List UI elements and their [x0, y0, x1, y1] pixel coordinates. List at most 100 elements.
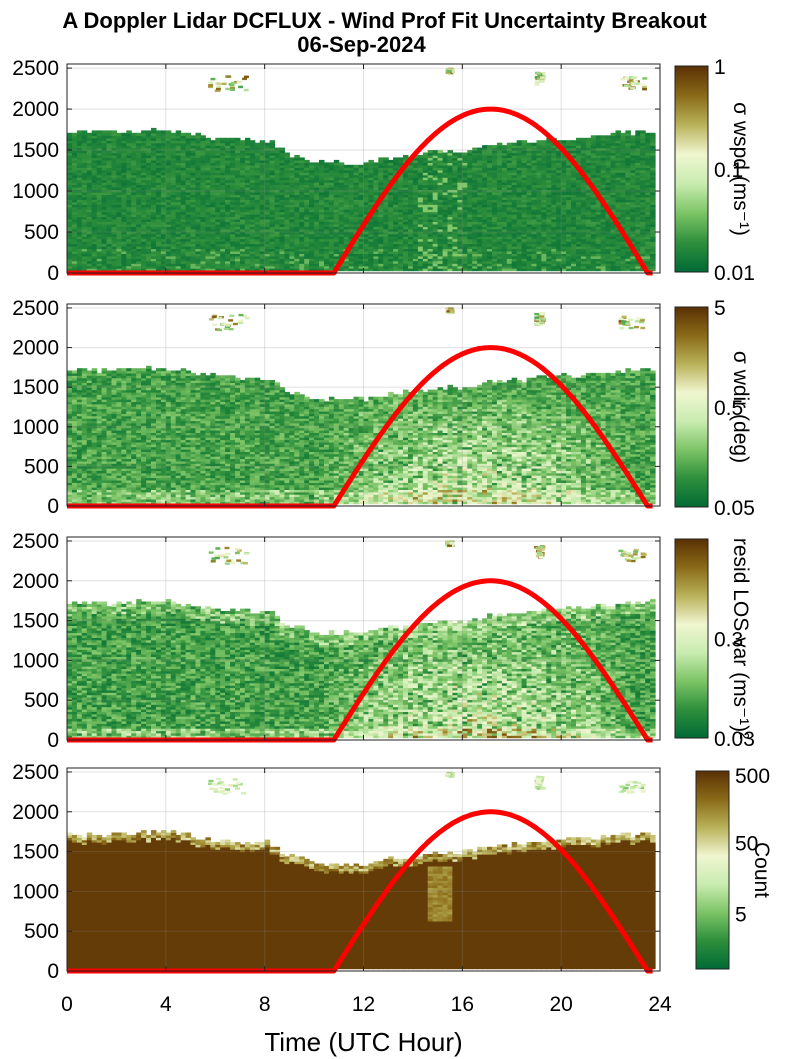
heatmap-cell: [86, 164, 93, 168]
heatmap-cell: [86, 236, 93, 240]
heatmap-cell: [86, 177, 93, 181]
heatmap-cell: [170, 157, 177, 161]
heatmap-cell: [81, 223, 88, 227]
heatmap-cell: [91, 218, 98, 222]
heatmap-cell: [160, 241, 167, 245]
heatmap-cell: [76, 221, 83, 225]
heatmap-cell: [111, 226, 117, 230]
heatmap-cell: [160, 172, 167, 176]
heatmap-cell: [141, 206, 147, 210]
heatmap-cell: [170, 223, 177, 227]
heatmap-cell: [111, 137, 117, 141]
heatmap-cell: [131, 204, 137, 208]
heatmap-cell: [156, 147, 162, 151]
heatmap-cell: [151, 258, 157, 262]
heatmap-cell: [81, 147, 88, 151]
heatmap-cell: [146, 258, 152, 262]
heatmap-cell: [67, 155, 73, 159]
heatmap-cell: [136, 167, 142, 171]
heatmap-cell: [146, 223, 152, 227]
heatmap-cell: [131, 191, 137, 195]
heatmap-cell: [106, 204, 112, 208]
heatmap-cell: [76, 150, 83, 154]
heatmap-cell: [86, 150, 93, 154]
heatmap-cell: [121, 132, 127, 136]
heatmap-cell: [170, 194, 177, 198]
heatmap-cell: [304, 159, 310, 163]
heatmap-cell: [175, 189, 182, 193]
heatmap-cell: [151, 164, 157, 168]
heatmap-cell: [146, 233, 152, 237]
heatmap-cell: [388, 159, 394, 163]
heatmap-cell: [116, 132, 122, 136]
heatmap-cell: [151, 155, 157, 159]
heatmap-cell: [126, 253, 132, 257]
heatmap-cell: [121, 250, 127, 254]
heatmap-cell: [452, 152, 458, 156]
heatmap-cell: [156, 201, 162, 205]
heatmap-cell: [111, 206, 117, 210]
heatmap-cell: [165, 172, 172, 176]
heatmap-cell: [160, 167, 167, 171]
heatmap-cell: [151, 209, 157, 213]
heatmap-cell: [81, 157, 88, 161]
heatmap-cell: [106, 186, 112, 190]
heatmap-cell: [71, 179, 78, 183]
heatmap-cell: [76, 152, 83, 156]
heatmap-cell: [141, 263, 147, 267]
heatmap-cell: [71, 201, 78, 205]
heatmap-cell: [126, 223, 132, 227]
heatmap-cell: [86, 253, 93, 257]
heatmap-cell: [165, 145, 172, 149]
heatmap-cell: [91, 179, 98, 183]
heatmap-cell: [101, 155, 108, 159]
heatmap-cell: [141, 189, 147, 193]
heatmap-cell: [170, 152, 177, 156]
heatmap-cell: [146, 228, 152, 232]
heatmap-cell: [160, 236, 167, 240]
heatmap-cell: [96, 248, 103, 252]
heatmap-cell: [244, 137, 251, 141]
heatmap-cell: [81, 206, 88, 210]
heatmap-cell: [96, 179, 103, 183]
heatmap-cell: [175, 231, 182, 235]
heatmap-cell: [170, 199, 177, 203]
heatmap-cell: [76, 201, 83, 205]
heatmap-cell: [146, 255, 152, 259]
heatmap-cell: [151, 186, 157, 190]
heatmap-cell: [156, 189, 162, 193]
heatmap-cell: [71, 167, 78, 171]
heatmap-cell: [106, 135, 112, 139]
heatmap-cell: [67, 246, 73, 250]
heatmap-cell: [516, 140, 523, 144]
heatmap-cell: [151, 194, 157, 198]
heatmap-cell: [160, 191, 167, 195]
heatmap-cell: [106, 157, 112, 161]
heatmap-cell: [141, 221, 147, 225]
heatmap-cell: [71, 226, 78, 230]
heatmap-cell: [141, 174, 147, 178]
heatmap-cell: [71, 233, 78, 237]
heatmap-cell: [151, 204, 157, 208]
heatmap-cell: [136, 177, 142, 181]
heatmap-cell: [96, 258, 103, 262]
heatmap-cell: [67, 152, 73, 156]
heatmap-cell: [111, 243, 117, 247]
heatmap-cell: [101, 164, 108, 168]
heatmap-cell: [146, 250, 152, 254]
heatmap-cell: [160, 263, 167, 267]
heatmap-cell: [76, 177, 83, 181]
heatmap-cell: [111, 236, 117, 240]
heatmap-cell: [170, 241, 177, 245]
heatmap-cell: [151, 221, 157, 225]
heatmap-cell: [106, 189, 112, 193]
heatmap-cell: [81, 241, 88, 245]
heatmap-cell: [116, 201, 122, 205]
heatmap-cell: [67, 172, 73, 176]
heatmap-cell: [121, 189, 127, 193]
heatmap-cell: [126, 221, 132, 225]
heatmap-cell: [136, 211, 142, 215]
heatmap-cell: [106, 241, 112, 245]
heatmap-cell: [91, 159, 98, 163]
heatmap-cell: [111, 233, 117, 237]
